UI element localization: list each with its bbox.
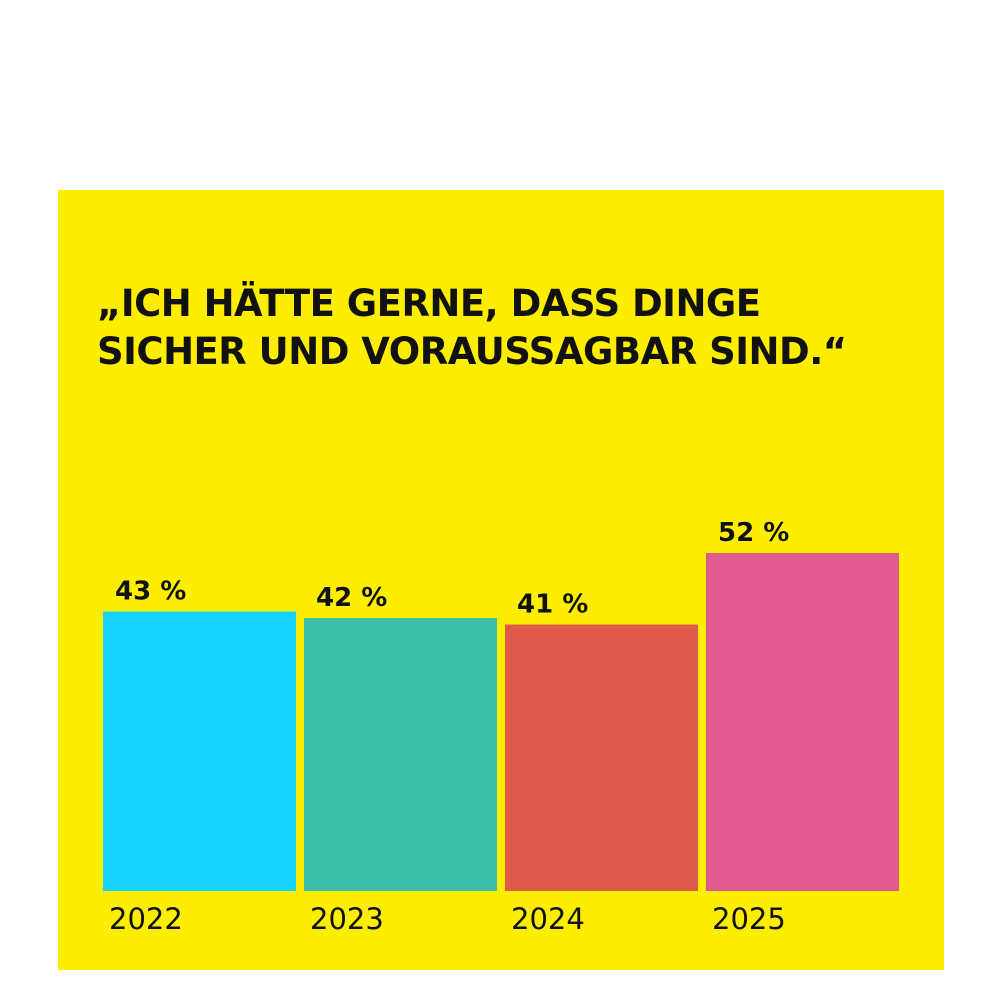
- bar-2023: [304, 618, 497, 891]
- category-label-2025: 2025: [712, 902, 786, 936]
- chart-title-line-2: SICHER UND VORAUSSAGBAR SIND.“: [97, 330, 847, 373]
- value-label-2022: 43 %: [115, 577, 186, 607]
- bar-2025: [706, 553, 899, 891]
- category-label-2023: 2023: [310, 902, 384, 936]
- chart-title: „ICH HÄTTE GERNE, DASS DINGE SICHER UND …: [97, 280, 847, 376]
- value-label-2023: 42 %: [316, 583, 387, 613]
- category-label-2022: 2022: [109, 902, 183, 936]
- bar-2022: [103, 611, 296, 891]
- bar-2024: [505, 624, 698, 891]
- category-label-2024: 2024: [511, 902, 585, 936]
- value-label-2025: 52 %: [718, 518, 789, 548]
- chart-title-line-1: „ICH HÄTTE GERNE, DASS DINGE: [97, 282, 761, 325]
- value-label-2024: 41 %: [517, 590, 588, 620]
